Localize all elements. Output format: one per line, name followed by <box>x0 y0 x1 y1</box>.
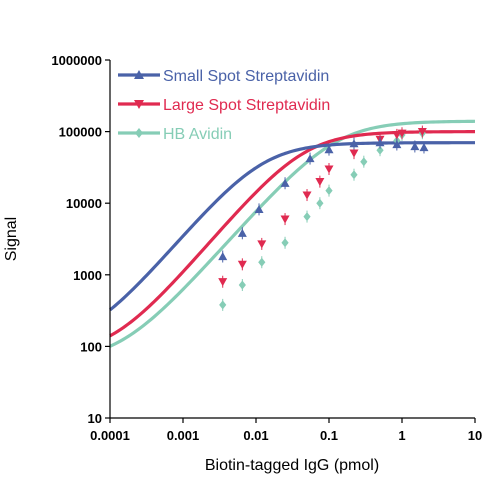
y-axis-title: Signal <box>3 217 20 261</box>
data-point-series-2 <box>238 280 246 290</box>
data-point-series-2 <box>350 170 358 180</box>
plot-area <box>108 119 476 348</box>
x-ticks: 0.0001 0.001 0.01 0.1 1 10 <box>90 418 482 443</box>
data-point-series-1 <box>324 165 334 174</box>
data-point-series-0 <box>254 204 264 213</box>
y-tick-label: 1000000 <box>51 53 102 68</box>
legend-label: Large Spot Streptavidin <box>163 97 330 114</box>
data-point-series-1 <box>315 178 325 187</box>
legend-label: Small Spot Streptavidin <box>163 68 329 85</box>
y-tick-label: 10 <box>88 411 102 426</box>
data-point-series-2 <box>360 157 368 167</box>
x-tick-label: 0.1 <box>320 428 338 443</box>
data-point-series-2 <box>303 212 311 222</box>
legend-marker <box>134 70 144 79</box>
data-point-series-1 <box>392 131 402 140</box>
data-point-series-0 <box>392 140 402 149</box>
x-tick-label: 0.001 <box>167 428 200 443</box>
fit-line-series-2 <box>109 119 476 348</box>
axes: 0.0001 0.001 0.01 0.1 1 10 10 100 1000 10000 1000… <box>51 53 482 443</box>
data-point-series-0 <box>410 141 420 151</box>
legend-marker <box>134 100 144 109</box>
data-point-series-0 <box>280 178 290 187</box>
fit-line-series-0 <box>108 141 475 312</box>
x-axis-title: Biotin-tagged IgG (pmol) <box>205 457 379 474</box>
data-point-series-1 <box>218 278 228 287</box>
data-point-series-1 <box>302 191 312 200</box>
data-point-series-2 <box>316 198 324 208</box>
data-point-series-0 <box>324 145 334 154</box>
legend-marker <box>135 128 143 138</box>
x-tick-label: 10 <box>468 428 482 443</box>
data-point-series-0 <box>305 154 315 163</box>
fit-line-series-1 <box>109 130 475 338</box>
x-tick-label: 0.01 <box>243 428 268 443</box>
y-tick-label: 1000 <box>73 268 102 283</box>
legend: Small Spot Streptavidin Large Spot Strept… <box>118 68 330 143</box>
data-point-series-0 <box>375 138 385 147</box>
data-point-series-1 <box>257 240 267 249</box>
data-point-series-0 <box>218 252 228 261</box>
data-point-series-1 <box>417 128 427 137</box>
data-point-series-2 <box>281 238 289 248</box>
y-ticks: 10 100 1000 10000 100000 1000000 <box>51 53 110 426</box>
data-point-series-0 <box>237 228 247 237</box>
data-point-series-1 <box>237 260 247 269</box>
x-tick-label: 0.0001 <box>90 428 130 443</box>
data-point-series-1 <box>349 149 359 158</box>
x-tick-label: 1 <box>398 428 405 443</box>
data-point-series-2 <box>219 300 227 310</box>
y-tick-label: 10000 <box>66 196 102 211</box>
legend-label: HB Avidin <box>163 126 232 143</box>
data-point-series-2 <box>258 257 266 267</box>
data-point-series-0 <box>419 142 429 152</box>
data-point-series-0 <box>349 139 359 148</box>
data-point-series-2 <box>376 145 384 155</box>
data-point-series-1 <box>280 215 290 224</box>
data-point-series-1 <box>397 129 407 138</box>
y-tick-label: 100 <box>80 339 102 354</box>
data-point-series-2 <box>325 186 333 196</box>
y-tick-label: 100000 <box>59 125 102 140</box>
